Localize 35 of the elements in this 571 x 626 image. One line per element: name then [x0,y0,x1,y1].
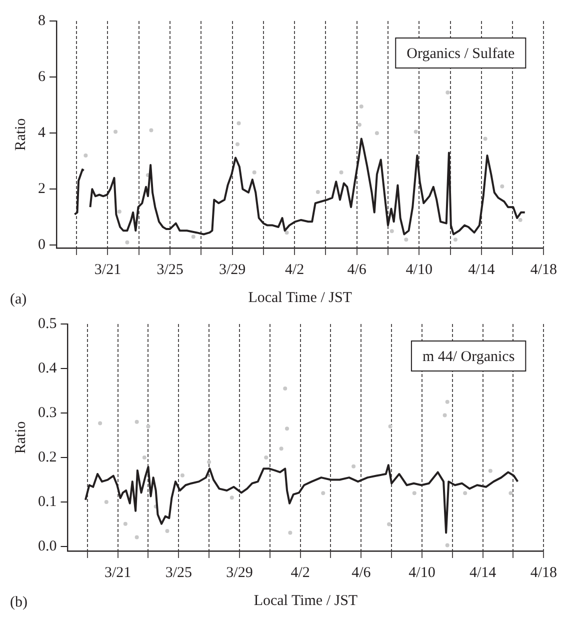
text: (a) [10,291,27,308]
y-tick-label: 0.1 [38,494,57,510]
x-tick-label: 3/29 [218,262,246,278]
y-tick-label: 8 [38,12,46,29]
x-tick-label: 4/14 [469,564,497,581]
y-tick-label: 0 [38,237,46,254]
x-tick-label: 4/6 [352,564,372,581]
y-tick-label: 6 [38,68,46,85]
text: m 44/ Organics [422,348,515,365]
x-tick-label: 3/25 [156,262,184,278]
x-axis-title: Local Time / JST [254,592,358,609]
x-tick-label: 3/29 [226,564,253,581]
x-tick-label: 3/25 [165,564,192,581]
x-tick-label: 3/21 [94,262,122,278]
x-tick-label: 4/14 [468,262,496,278]
y-tick-label: 4 [38,125,46,142]
x-tick-label: 4/10 [406,262,432,278]
x-tick-label: 4/10 [408,564,436,581]
x-tick-label: 4/6 [347,262,367,278]
y-axis-title: Ratio [12,421,29,454]
x-tick-label: 4/18 [530,564,557,581]
x-tick-label: 4/18 [530,262,557,278]
y-tick-label: 0.2 [38,449,57,466]
y-tick-label: 0.4 [38,360,58,376]
x-tick-label: 4/2 [284,262,304,278]
text: (b) [10,594,28,610]
y-tick-label: 0.3 [38,404,57,421]
y-tick-label: 2 [38,181,46,198]
x-tick-label: 3/21 [104,564,132,581]
x-tick-label: 4/2 [290,564,310,581]
y-tick-label: 0.0 [38,538,57,554]
y-axis-title: Ratio [12,118,29,151]
y-tick-label: 0.5 [38,316,57,332]
text: Organics / Sulfate [406,46,515,62]
x-axis-title: Local Time / JST [248,290,352,306]
